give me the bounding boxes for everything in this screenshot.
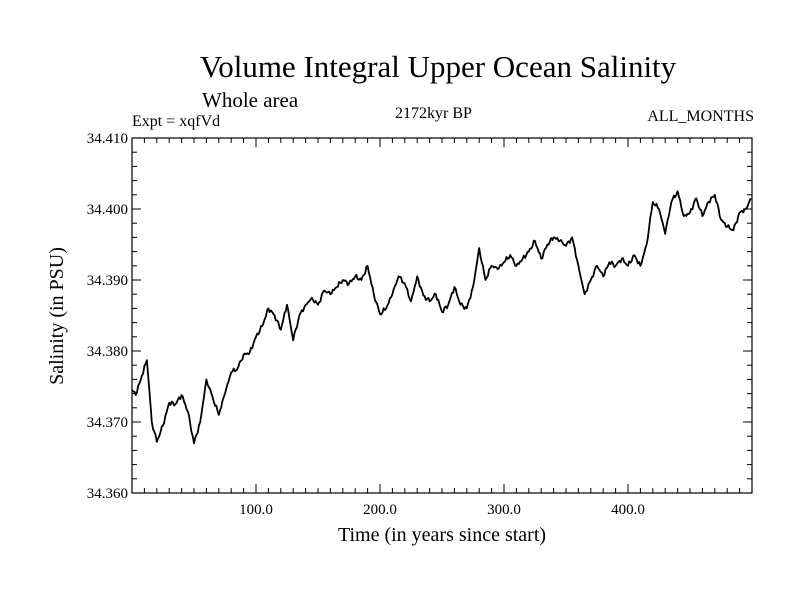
y-tick-label: 34.400 bbox=[87, 202, 128, 218]
tick-labels: 100.0 200.0 300.0 400.0 34.360 34.370 34.380 34… bbox=[87, 131, 645, 518]
period-label: 2172kyr BP bbox=[395, 105, 472, 122]
y-tick-label: 34.370 bbox=[87, 415, 128, 431]
x-tick-label: 300.0 bbox=[487, 502, 521, 518]
y-tick-label: 34.360 bbox=[87, 486, 128, 502]
axis-ticks bbox=[132, 138, 752, 493]
months-label: ALL_MONTHS bbox=[647, 108, 754, 125]
y-tick-label: 34.380 bbox=[87, 344, 128, 360]
chart-title: Volume Integral Upper Ocean Salinity bbox=[199, 49, 677, 84]
plot-frame bbox=[131, 137, 753, 494]
y-tick-label: 34.390 bbox=[87, 273, 128, 289]
y-tick-label: 34.410 bbox=[87, 131, 128, 147]
experiment-label: Expt = xqfVd bbox=[132, 113, 221, 130]
x-tick-label: 200.0 bbox=[363, 502, 397, 518]
salinity-series-line bbox=[131, 190, 752, 445]
y-axis-label: Salinity (in PSU) bbox=[46, 247, 68, 385]
chart-subtitle: Whole area bbox=[202, 88, 299, 112]
x-tick-label: 100.0 bbox=[239, 502, 273, 518]
x-tick-label: 400.0 bbox=[611, 502, 645, 518]
x-axis-label: Time (in years since start) bbox=[338, 524, 546, 546]
